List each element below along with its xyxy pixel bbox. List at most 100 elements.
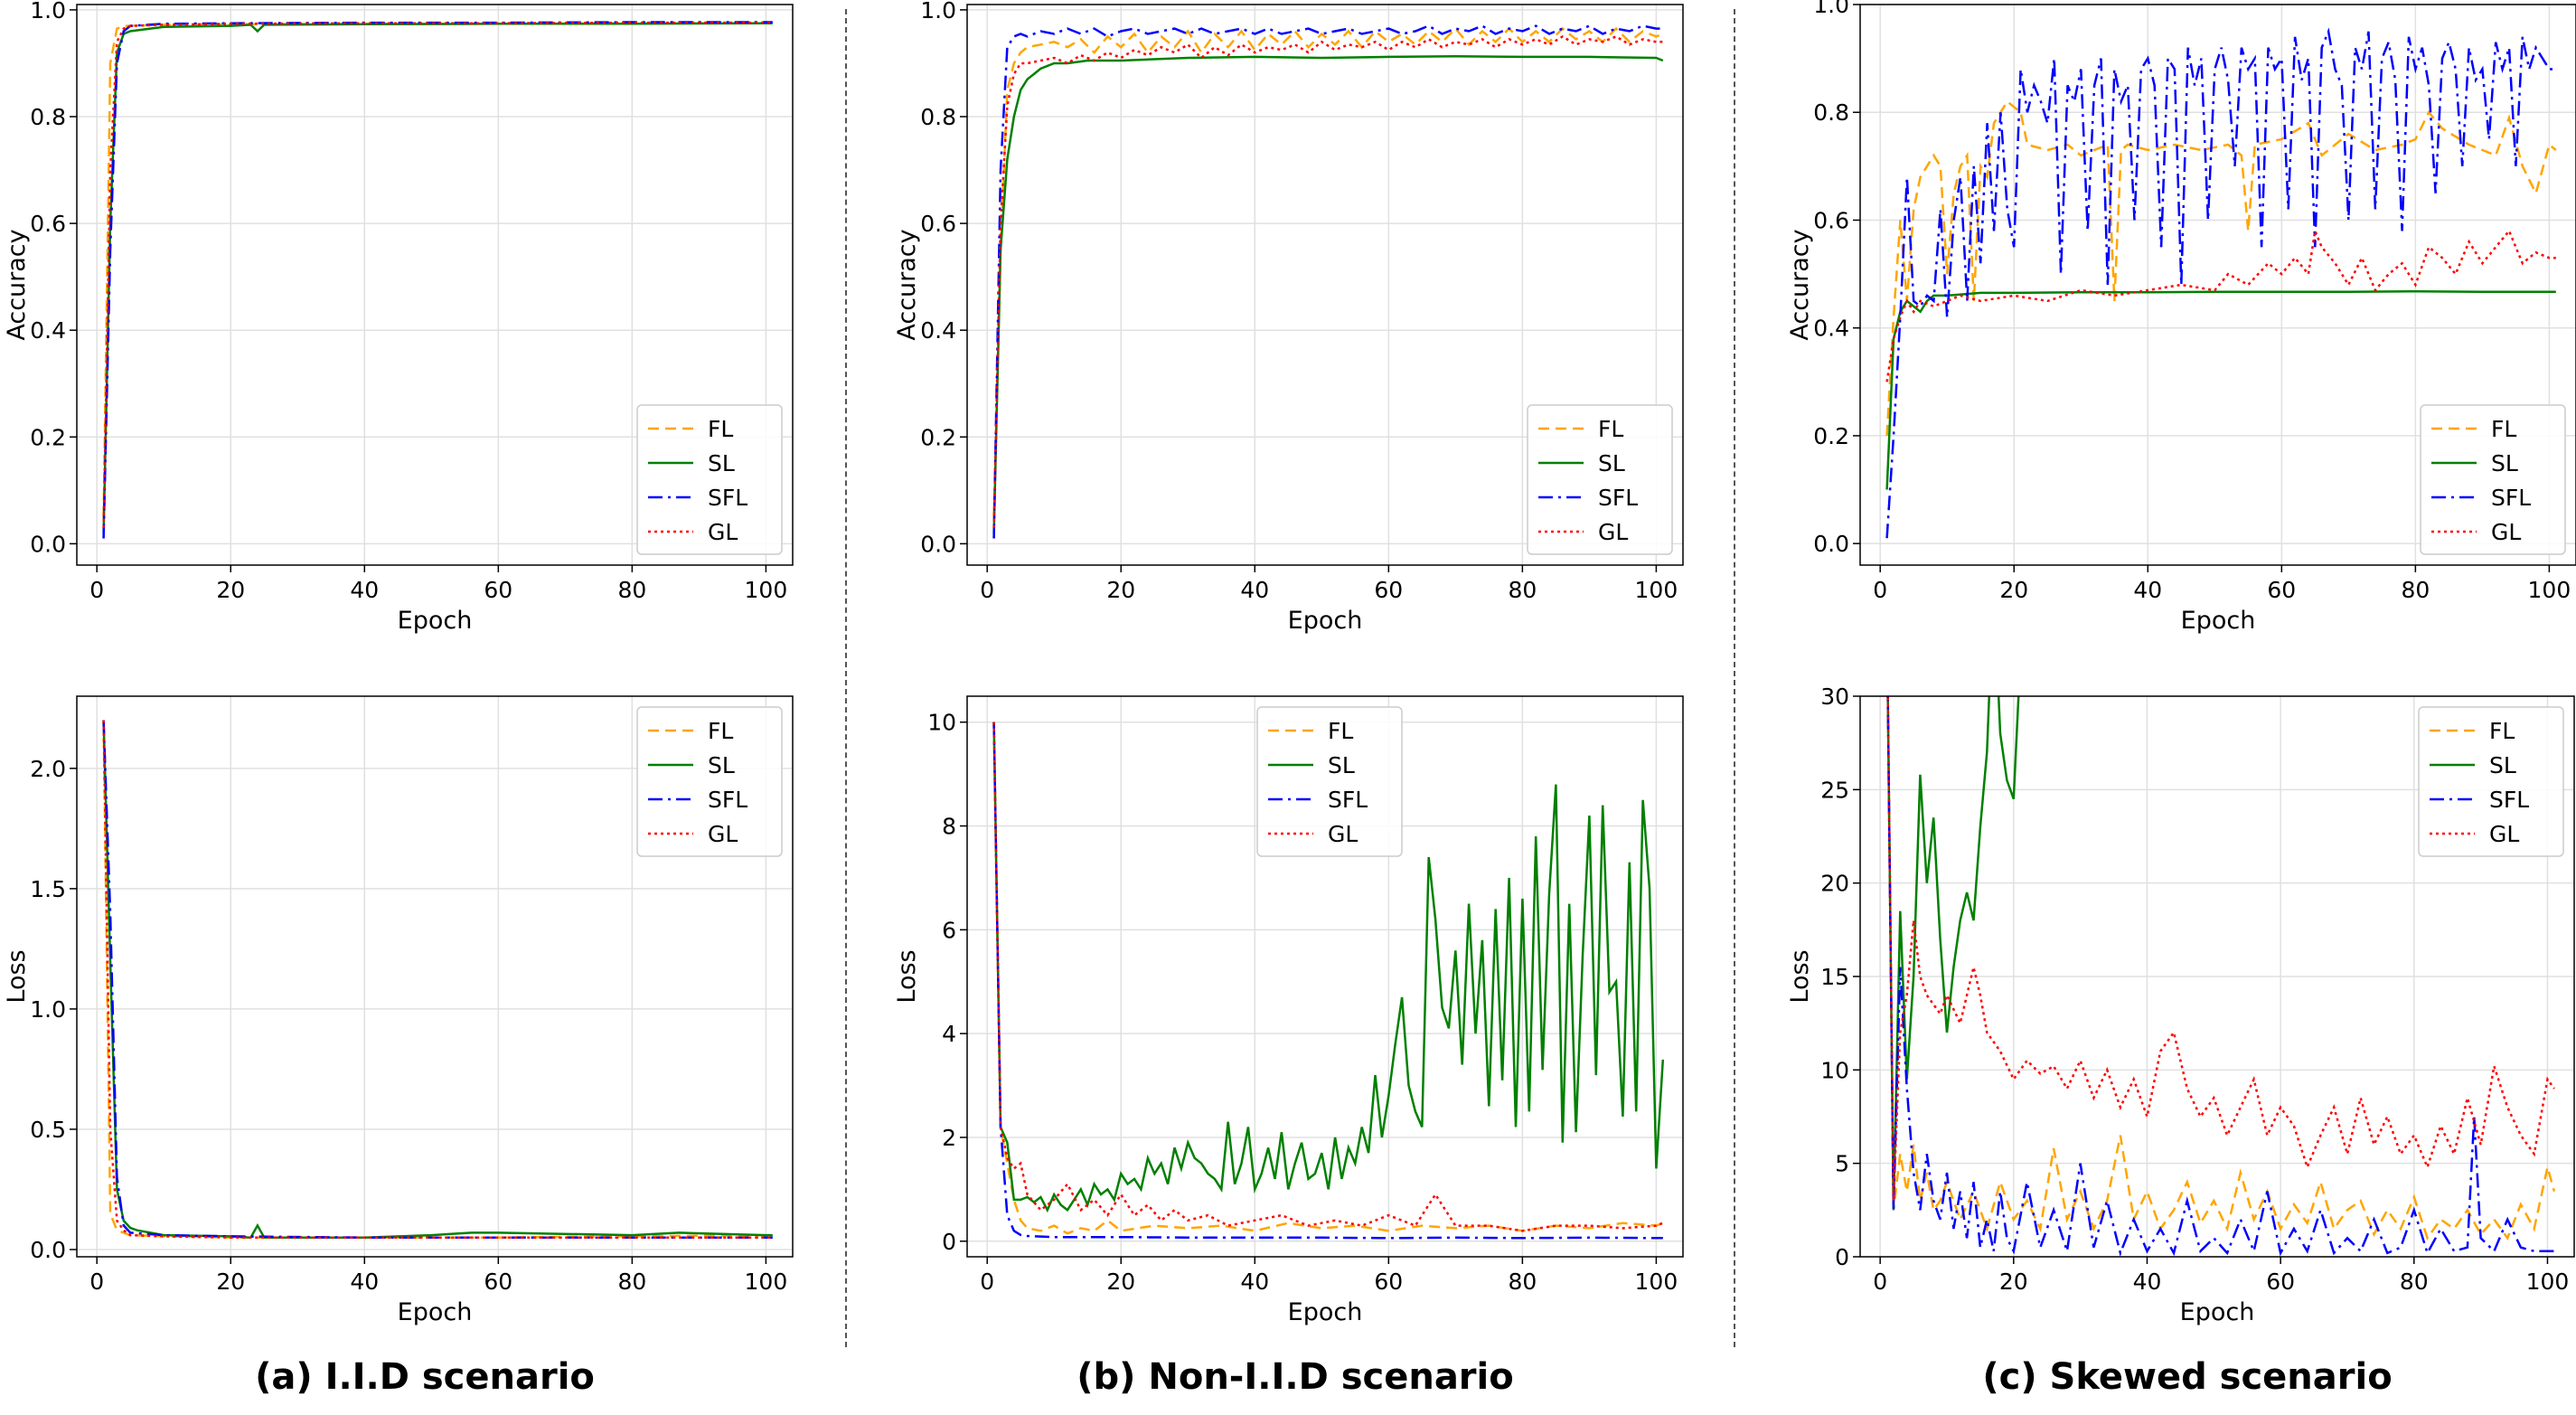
axes-frame (76, 695, 794, 1258)
y-tick-label: 0.6 (30, 211, 66, 237)
legend-label-sfl: SFL (2489, 787, 2529, 813)
legend-label-sl: SL (2489, 752, 2516, 778)
y-tick-label: 5 (1835, 1151, 1849, 1177)
legend-label-fl: FL (1328, 718, 1353, 744)
y-axis-label: Loss (1786, 949, 1814, 1003)
y-tick-label: 30 (1820, 684, 1849, 710)
panel-separator-left (845, 9, 847, 1347)
legend-label-gl: GL (708, 821, 738, 847)
series-line-fl (992, 26, 1664, 517)
series-line-sl (992, 55, 1664, 533)
x-axis-label: Epoch (398, 1298, 473, 1326)
x-tick-label: 40 (350, 577, 379, 603)
y-tick-label: 4 (942, 1021, 956, 1047)
y-axis-label: Accuracy (893, 229, 921, 340)
y-tick-label: 1.0 (30, 0, 66, 24)
y-tick-label: 0.0 (30, 531, 66, 557)
x-tick-label: 40 (350, 1269, 379, 1295)
y-tick-label: 10 (1820, 1057, 1849, 1083)
x-tick-label: 80 (1508, 577, 1537, 603)
legend-label-gl: GL (1598, 519, 1628, 545)
y-tick-label: 0.4 (1813, 316, 1849, 342)
legend: FL SL SFL GL (636, 404, 783, 555)
y-tick-label: 1.5 (30, 876, 66, 902)
y-tick-label: 1.0 (920, 0, 956, 24)
chart-iid-loss: 0 20 40 60 80 100 0.0 0.5 1.0 1.5 2.0 Epoch Loss FL SL… (3, 695, 794, 1326)
x-tick-label: 0 (1873, 577, 1887, 603)
x-tick-label: 40 (2133, 1269, 2162, 1295)
x-tick-label: 20 (216, 1269, 245, 1295)
series-line-gl (992, 34, 1663, 528)
x-tick-label: 20 (1106, 1269, 1135, 1295)
legend-label-sfl: SFL (1328, 787, 1368, 813)
series-line-fl (1885, 99, 2557, 436)
legend-box (2418, 706, 2564, 857)
chart-noniid-loss: 0 20 40 60 80 100 0 2 4 6 8 10 Epoch Loss FL SL SFL GL (893, 695, 1684, 1326)
chart-noniid-accuracy: 0 20 40 60 80 100 0.0 0.2 0.4 0.6 0.8 1.0 Epoch Accur… (893, 0, 1684, 635)
y-axis-label: Loss (893, 949, 921, 1003)
x-tick-label: 60 (1374, 577, 1403, 603)
x-axis-label: Epoch (2180, 1298, 2255, 1326)
series-line-sl (102, 720, 773, 1239)
y-tick-label: 0.2 (1813, 423, 1849, 449)
series-line-sfl (992, 722, 1663, 1240)
x-axis-label: Epoch (1288, 1298, 1363, 1326)
legend-label-sl: SL (2491, 450, 2518, 476)
panel-separator-right (1734, 9, 1735, 1347)
series-line-sl (992, 722, 1665, 1213)
legend-label-gl: GL (2491, 519, 2521, 545)
y-tick-label: 0.4 (920, 317, 956, 344)
x-axis-label: Epoch (398, 607, 473, 635)
chart-iid-accuracy: 0 20 40 60 80 100 0.0 0.2 0.4 0.6 0.8 1.0 Epoch Accur… (3, 0, 794, 635)
y-tick-label: 15 (1820, 964, 1849, 990)
y-tick-label: 0.0 (920, 531, 956, 557)
legend-label-fl: FL (1598, 416, 1623, 442)
axes-frame (76, 4, 794, 566)
y-tick-label: 0.8 (30, 104, 66, 130)
y-tick-label: 0.5 (30, 1117, 66, 1143)
series-line-gl (1886, 696, 2555, 1202)
legend: FL SL SFL GL (2420, 404, 2566, 555)
legend-label-sfl: SFL (1598, 485, 1638, 511)
y-tick-label: 2 (942, 1125, 956, 1151)
x-tick-label: 60 (484, 1269, 512, 1295)
y-tick-label: 10 (927, 710, 956, 736)
series-line-fl (102, 22, 773, 517)
series-line-gl (992, 722, 1664, 1232)
legend: FL SL SFL GL (636, 706, 783, 857)
y-axis-label: Accuracy (1786, 229, 1814, 340)
legend-label-fl: FL (2489, 718, 2515, 744)
axes-frame (1859, 4, 2576, 566)
legend-label-sfl: SFL (708, 787, 747, 813)
y-axis-label: Accuracy (3, 229, 31, 340)
x-tick-label: 100 (745, 1269, 788, 1295)
series-line-sfl (1885, 27, 2556, 539)
caption-noniid: (b) Non-I.I.D scenario (1076, 1356, 1514, 1398)
series-line-fl (102, 720, 773, 1239)
x-tick-label: 60 (484, 577, 512, 603)
y-tick-label: 0.2 (30, 424, 66, 450)
x-tick-label: 80 (2401, 577, 2430, 603)
x-tick-label: 100 (1635, 577, 1678, 603)
legend-label-gl: GL (1328, 821, 1358, 847)
x-tick-label: 100 (2526, 1269, 2570, 1295)
legend-label-gl: GL (708, 519, 738, 545)
x-tick-label: 20 (1999, 1269, 2028, 1295)
x-tick-label: 20 (1106, 577, 1135, 603)
legend-label-sfl: SFL (2491, 485, 2531, 511)
x-tick-label: 20 (1999, 577, 2028, 603)
x-tick-label: 20 (216, 577, 245, 603)
x-tick-label: 80 (617, 577, 646, 603)
y-tick-label: 0.0 (30, 1237, 66, 1263)
series-line-sfl (1886, 696, 2554, 1257)
y-tick-label: 0.0 (1813, 531, 1849, 557)
x-tick-label: 60 (1374, 1269, 1403, 1295)
x-tick-label: 80 (617, 1269, 646, 1295)
series-line-sl (1885, 289, 2556, 490)
y-tick-label: 0.8 (920, 104, 956, 130)
x-tick-label: 40 (2133, 577, 2162, 603)
legend: FL SL SFL GL (1527, 404, 1673, 555)
x-tick-label: 60 (2266, 1269, 2295, 1295)
chart-skewed-loss: 0 20 40 60 80 100 0 5 10 15 20 25 30 Epoch Loss FL SL SFL… (1786, 684, 2575, 1326)
